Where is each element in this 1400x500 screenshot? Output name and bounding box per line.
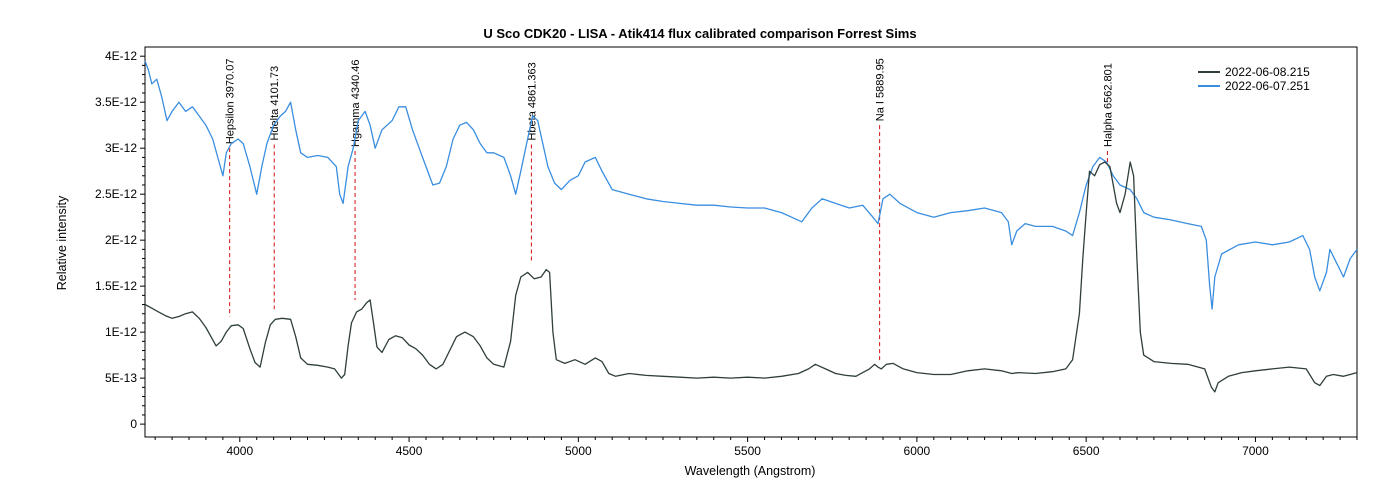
x-tick-label: 5500 [734, 444, 761, 458]
y-tick-label: 0 [130, 417, 137, 431]
series-line [144, 161, 1358, 393]
y-tick-label: 3E-12 [105, 141, 137, 155]
y-tick-label: 2.5E-12 [95, 187, 137, 201]
line-marker-label: Hbeta 4861.363 [526, 62, 538, 140]
line-marker-label: Halpha 6562.801 [1102, 63, 1114, 147]
x-tick-label: 4500 [396, 444, 423, 458]
y-tick-label: 3.5E-12 [95, 95, 137, 109]
line-marker-label: Hdelta 4101.73 [269, 66, 281, 141]
y-tick-label: 4E-12 [105, 49, 137, 63]
x-tick-label: 6000 [904, 444, 931, 458]
y-tick-label: 1.5E-12 [95, 279, 137, 293]
x-tick-label: 6500 [1073, 444, 1100, 458]
series-line [144, 60, 1358, 310]
x-axis-title: Wavelength (Angstrom) [685, 464, 816, 478]
plot-area-frame [144, 46, 1358, 438]
x-tick-label: 4000 [226, 444, 253, 458]
legend-label: 2022-06-07.251 [1225, 79, 1310, 93]
y-tick-label: 5E-13 [105, 371, 137, 385]
y-tick-label: 1E-12 [105, 325, 137, 339]
x-tick-label: 7000 [1242, 444, 1269, 458]
chart-title: U Sco CDK20 - LISA - Atik414 flux calibr… [483, 26, 916, 41]
line-marker-label: Hgamma 4340.46 [350, 59, 362, 146]
line-marker-label: Hepsilon 3970.07 [225, 59, 237, 145]
legend-label: 2022-06-08.215 [1225, 65, 1310, 79]
line-marker-label: Na I 5889.95 [875, 58, 887, 121]
x-tick-label: 5000 [565, 444, 592, 458]
y-tick-label: 2E-12 [105, 233, 137, 247]
y-axis-title: Relative intensity [55, 195, 69, 290]
